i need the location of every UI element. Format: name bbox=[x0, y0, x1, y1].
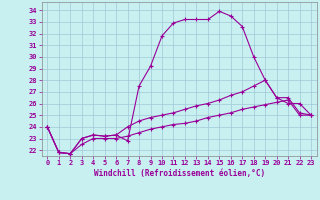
X-axis label: Windchill (Refroidissement éolien,°C): Windchill (Refroidissement éolien,°C) bbox=[94, 169, 265, 178]
